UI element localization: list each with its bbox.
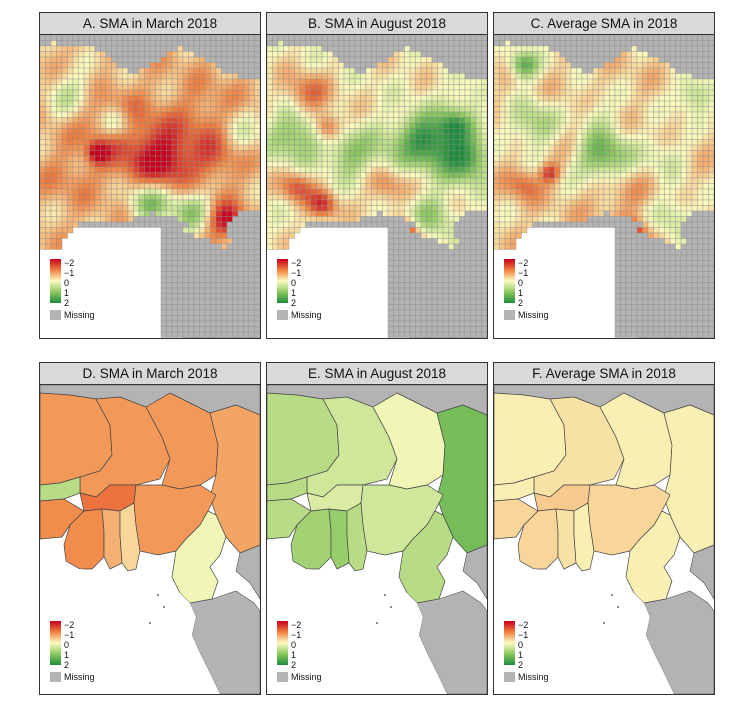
legend-colorbar xyxy=(504,621,515,665)
map-grid-a xyxy=(40,35,260,338)
legend-tick: 2 xyxy=(518,298,524,308)
legend-tick: 0 xyxy=(64,278,70,288)
legend-missing-swatch xyxy=(504,672,515,682)
region-niger xyxy=(372,392,446,490)
map-grid-c xyxy=(494,35,714,338)
legend-missing-label: Missing xyxy=(64,310,95,320)
legend-tick: 0 xyxy=(518,278,524,288)
legend-tick: −2 xyxy=(291,620,302,630)
legend-tick: −1 xyxy=(291,630,302,640)
legend-tick: −1 xyxy=(64,268,75,278)
legend-tick: −1 xyxy=(291,268,302,278)
legend-missing-swatch xyxy=(50,310,61,320)
legend-colorbar xyxy=(277,259,288,303)
panel-c: C. Average SMA in 2018 −2 −1 0 1 2 Missi… xyxy=(493,12,715,339)
legend-tick: 0 xyxy=(64,640,70,650)
panel-d: D. SMA in March 2018 −2 −1 0 1 2 Missing xyxy=(39,362,261,695)
region-niger xyxy=(599,392,673,490)
region-niger xyxy=(145,392,219,490)
legend-tick: 0 xyxy=(291,278,297,288)
legend-missing-label: Missing xyxy=(291,310,322,320)
legend-missing-swatch xyxy=(504,310,515,320)
panel-title: A. SMA in March 2018 xyxy=(40,13,260,35)
map-region-d xyxy=(40,385,260,694)
region-cameroon xyxy=(398,510,454,604)
legend-tick: −1 xyxy=(64,630,75,640)
legend-missing-label: Missing xyxy=(291,672,322,682)
region-cameroon xyxy=(625,510,681,604)
legend-colorbar xyxy=(277,621,288,665)
map-region-f xyxy=(494,385,714,694)
legend-tick: 1 xyxy=(291,650,297,660)
panel-e: E. SMA in August 2018 −2 −1 0 1 2 Missin… xyxy=(266,362,488,695)
panel-f: F. Average SMA in 2018 −2 −1 0 1 2 Missi… xyxy=(493,362,715,695)
legend-missing-swatch xyxy=(50,672,61,682)
legend-colorbar xyxy=(50,621,61,665)
map-grid-b xyxy=(267,35,487,338)
legend-tick: 0 xyxy=(291,640,297,650)
legend-tick: 1 xyxy=(518,650,524,660)
legend-tick: 1 xyxy=(291,288,297,298)
region-ivory-coast xyxy=(517,508,559,570)
legend-tick: −2 xyxy=(291,258,302,268)
panel-title: C. Average SMA in 2018 xyxy=(494,13,714,35)
region-ivory-coast xyxy=(63,508,105,570)
panel-title: B. SMA in August 2018 xyxy=(267,13,487,35)
legend-colorbar xyxy=(50,259,61,303)
region-ivory-coast xyxy=(290,508,332,570)
legend-missing-label: Missing xyxy=(518,672,549,682)
legend-tick: −2 xyxy=(518,620,529,630)
legend-tick: 2 xyxy=(518,660,524,670)
legend-tick: −2 xyxy=(518,258,529,268)
legend-tick: 1 xyxy=(518,288,524,298)
legend-missing-swatch xyxy=(277,310,288,320)
legend-tick: −1 xyxy=(518,268,529,278)
legend-tick: −1 xyxy=(518,630,529,640)
panel-title: F. Average SMA in 2018 xyxy=(494,363,714,385)
legend-tick: 1 xyxy=(64,650,70,660)
region-cameroon xyxy=(171,510,227,604)
legend-tick: 2 xyxy=(64,660,70,670)
legend-tick: −2 xyxy=(64,258,75,268)
panel-title: E. SMA in August 2018 xyxy=(267,363,487,385)
panel-b: B. SMA in August 2018 −2 −1 0 1 2 Missin… xyxy=(266,12,488,339)
legend-missing-label: Missing xyxy=(518,310,549,320)
panel-a: A. SMA in March 2018 −2 −1 0 1 2 Missing xyxy=(39,12,261,339)
legend-tick: 2 xyxy=(291,660,297,670)
panel-title: D. SMA in March 2018 xyxy=(40,363,260,385)
legend-tick: 2 xyxy=(291,298,297,308)
legend-missing-label: Missing xyxy=(64,672,95,682)
legend-colorbar xyxy=(504,259,515,303)
legend-tick: 2 xyxy=(64,298,70,308)
legend-tick: −2 xyxy=(64,620,75,630)
map-region-e xyxy=(267,385,487,694)
legend-missing-swatch xyxy=(277,672,288,682)
legend-tick: 0 xyxy=(518,640,524,650)
legend-tick: 1 xyxy=(64,288,70,298)
